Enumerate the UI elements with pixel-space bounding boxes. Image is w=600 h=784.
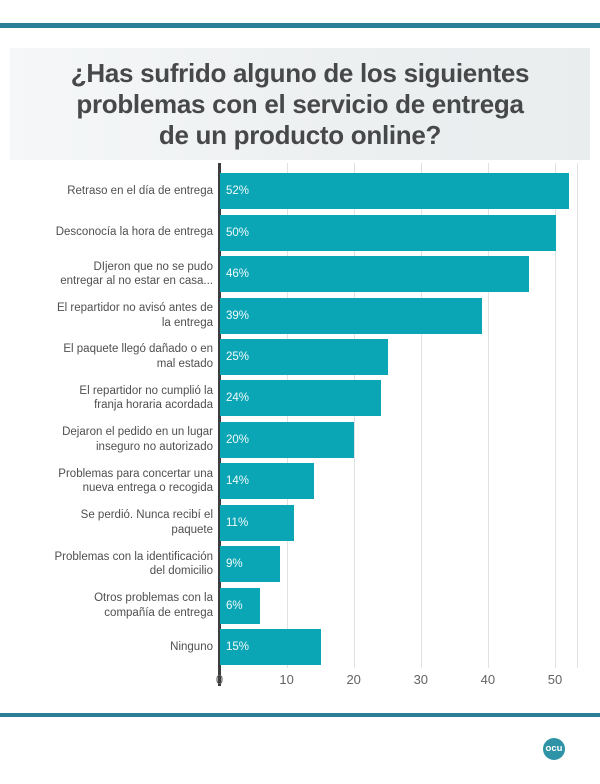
category-label: Otros problemas con la compañía de entre… (94, 592, 213, 619)
value-label: 11% (226, 516, 249, 529)
bar-chart: Retraso en el día de entrega 52% Desconocí… (0, 163, 600, 703)
gridline (420, 163, 422, 668)
top-divider (0, 23, 600, 28)
category-label: El paquete llegó dañado o en mal estado (63, 343, 213, 370)
gridline (555, 163, 557, 668)
value-label: 50% (226, 226, 250, 239)
value-label: 9% (226, 558, 243, 571)
bar: 9% (220, 546, 281, 583)
value-label: 15% (226, 641, 250, 654)
value-label: 6% (226, 599, 243, 612)
category-label: Ninguno (170, 640, 213, 653)
bar: 39% (220, 297, 482, 334)
value-label: 20% (226, 433, 250, 446)
category-label: Desconocía la hora de entrega (55, 226, 213, 239)
value-label: 25% (226, 350, 250, 363)
chart-rows: Retraso en el día de entrega 52% Desconocí… (0, 171, 600, 668)
value-label: 14% (226, 475, 250, 488)
x-tick-label: 10 (279, 672, 294, 687)
category-label: Dejaron el pedido en un lugar inseguro n… (62, 426, 213, 453)
chart-row: El paquete llegó dañado o en mal estado 2… (0, 336, 600, 377)
chart-row: Problemas con la identificación del domi… (0, 543, 600, 584)
chart-row: Otros problemas con la compañía de entre… (0, 585, 600, 626)
value-label: 46% (226, 268, 250, 281)
chart-row: Problemas para concertar una nueva entre… (0, 461, 600, 502)
gridline (576, 163, 578, 668)
category-label: Se perdió. Nunca recibí el paquete (80, 509, 213, 536)
x-tick-label: 0 (215, 672, 224, 687)
bar: 20% (220, 421, 355, 458)
bar: 14% (220, 463, 314, 500)
bar: 6% (220, 587, 261, 624)
chart-row: Desconocía la hora de entrega 50% (0, 212, 600, 253)
page-title-line-1: ¿Has sufrido alguno de los siguientes (70, 57, 530, 88)
bar: 50% (220, 214, 556, 251)
chart-row: Dejaron el pedido en un lugar inseguro n… (0, 419, 600, 460)
category-label: Problemas con la identificación del domi… (54, 550, 213, 578)
category-label: Problemas para concertar una nueva entre… (58, 467, 213, 495)
value-label: 24% (226, 392, 250, 405)
x-tick-label: 40 (480, 672, 496, 687)
bar: 46% (220, 256, 529, 293)
title-banner: ¿Has sufrido alguno de los siguientes pr… (10, 48, 590, 160)
gridline (487, 163, 489, 668)
chart-row: Ninguno 15% (0, 626, 600, 667)
bar: 11% (220, 504, 294, 541)
chart-row: Retraso en el día de entrega 52% (0, 171, 600, 212)
category-label: El repartidor no avisó antes de la entre… (57, 302, 213, 329)
value-label: 39% (226, 309, 250, 322)
chart-row: DIjeron que no se pudo entregar al no es… (0, 253, 600, 294)
chart-row: Se perdió. Nunca recibí el paquete 11% (0, 502, 600, 543)
ocu-logo: ocu (543, 738, 565, 760)
bar: 52% (220, 173, 569, 210)
bar: 15% (220, 629, 321, 666)
bar: 25% (220, 338, 388, 375)
value-label: 52% (226, 185, 250, 198)
category-label: El repartidor no cumplió la franja horar… (79, 384, 213, 412)
x-axis-ticks: 0 10 20 30 40 50 (0, 672, 600, 692)
x-tick-label: 20 (346, 672, 361, 687)
chart-row: El repartidor no avisó antes de la entre… (0, 295, 600, 336)
chart-row: El repartidor no cumplió la franja horar… (0, 378, 600, 419)
category-label: Retraso en el día de entrega (67, 184, 213, 197)
page-title-line-2: problemas con el servicio de entrega (76, 88, 524, 119)
bar: 24% (220, 380, 382, 417)
y-axis-line (218, 163, 221, 686)
page-title-line-3: de un producto online? (158, 119, 442, 150)
category-label: DIjeron que no se pudo entregar al no es… (60, 260, 213, 288)
x-tick-label: 30 (413, 672, 429, 687)
ocu-logo-text: ocu (545, 743, 563, 755)
bottom-divider (0, 713, 600, 717)
x-tick-label: 50 (547, 672, 563, 687)
